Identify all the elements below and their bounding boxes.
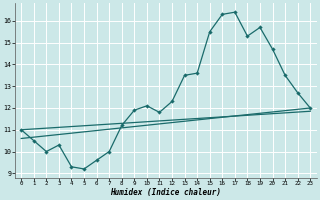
X-axis label: Humidex (Indice chaleur): Humidex (Indice chaleur): [110, 188, 221, 197]
